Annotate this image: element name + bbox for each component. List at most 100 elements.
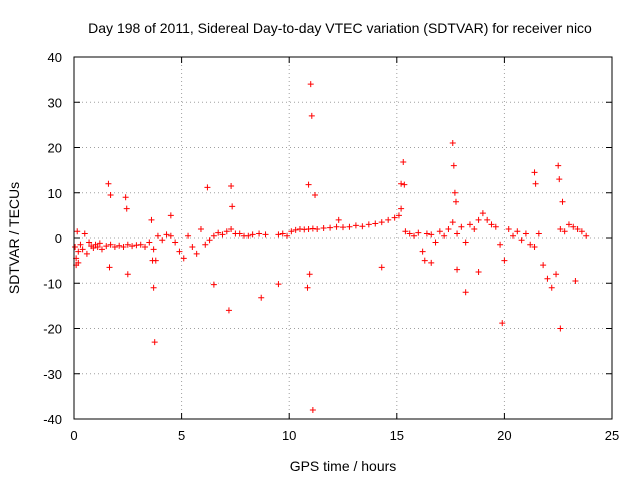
data-point [185, 232, 192, 239]
data-point [206, 237, 213, 244]
x-tick-label: 10 [282, 428, 296, 443]
data-point [193, 250, 200, 257]
data-point [151, 339, 158, 346]
data-point [86, 239, 93, 246]
data-point [163, 231, 170, 238]
data-point [462, 289, 469, 296]
data-point [120, 244, 127, 251]
data-point [385, 216, 392, 223]
data-point [279, 230, 286, 237]
data-point [450, 162, 457, 169]
data-point [510, 232, 517, 239]
data-point [556, 176, 563, 183]
y-tick-label: -40 [43, 412, 62, 427]
data-point [484, 216, 491, 223]
data-point [458, 223, 465, 230]
data-point [111, 244, 118, 251]
data-point [471, 225, 478, 232]
data-point [105, 180, 112, 187]
data-point [116, 242, 123, 249]
data-points [72, 81, 590, 413]
data-point [256, 230, 263, 237]
data-point [419, 248, 426, 255]
x-tick-labels: 0 5 10 15 20 25 [70, 428, 619, 443]
data-point [378, 264, 385, 271]
data-point [578, 228, 585, 235]
data-point [228, 225, 235, 232]
data-point [167, 232, 174, 239]
data-point [307, 81, 314, 88]
data-point [335, 216, 342, 223]
data-point [308, 112, 315, 119]
data-point [204, 184, 211, 191]
x-tick-label: 0 [70, 428, 77, 443]
data-point [532, 180, 539, 187]
data-point [499, 320, 506, 327]
data-point [406, 230, 413, 237]
data-point [415, 229, 422, 236]
data-point [574, 225, 581, 232]
data-point [518, 237, 525, 244]
data-point [421, 257, 428, 264]
data-point [189, 244, 196, 251]
x-tick-label: 20 [497, 428, 511, 443]
data-point [83, 250, 90, 257]
data-point [79, 246, 86, 253]
data-point [107, 192, 114, 199]
y-tick-label: 30 [48, 95, 62, 110]
data-point [90, 244, 97, 251]
data-point [583, 232, 590, 239]
data-point [449, 219, 456, 226]
data-point [75, 259, 82, 266]
chart-title: Day 198 of 2011, Sidereal Day-to-day VTE… [88, 20, 592, 36]
data-point [466, 221, 473, 228]
data-point [454, 230, 461, 237]
data-point [555, 162, 562, 169]
data-point [359, 223, 366, 230]
data-point [320, 225, 327, 232]
data-point [540, 262, 547, 269]
data-point [98, 246, 105, 253]
data-point [148, 216, 155, 223]
x-tick-label: 5 [178, 428, 185, 443]
data-point [210, 281, 217, 288]
data-point [497, 241, 504, 248]
data-point [210, 232, 217, 239]
data-point [180, 255, 187, 262]
data-point [423, 230, 430, 237]
data-point [432, 239, 439, 246]
y-tick-label: -20 [43, 322, 62, 337]
data-point [150, 284, 157, 291]
data-point [219, 231, 226, 238]
y-axis-label: SDTVAR / TECUs [6, 182, 22, 294]
data-point [107, 241, 114, 248]
data-point [475, 268, 482, 275]
data-point [202, 241, 209, 248]
data-point [548, 284, 555, 291]
data-point [535, 230, 542, 237]
data-point [176, 248, 183, 255]
data-point [94, 244, 101, 251]
data-point [236, 230, 243, 237]
data-point [333, 223, 340, 230]
data-point [292, 226, 299, 233]
data-point [122, 194, 129, 201]
data-point [137, 241, 144, 248]
data-point [553, 271, 560, 278]
data-point [544, 275, 551, 282]
data-point [462, 239, 469, 246]
data-point [314, 225, 321, 232]
data-point [398, 180, 405, 187]
data-point [262, 231, 269, 238]
x-axis-label: GPS time / hours [290, 458, 397, 474]
data-point [245, 232, 252, 239]
data-point [527, 241, 534, 248]
data-point [225, 307, 232, 314]
data-point [309, 406, 316, 413]
data-point [411, 232, 418, 239]
data-point [258, 294, 265, 301]
data-point [288, 228, 295, 235]
data-point [401, 181, 408, 188]
